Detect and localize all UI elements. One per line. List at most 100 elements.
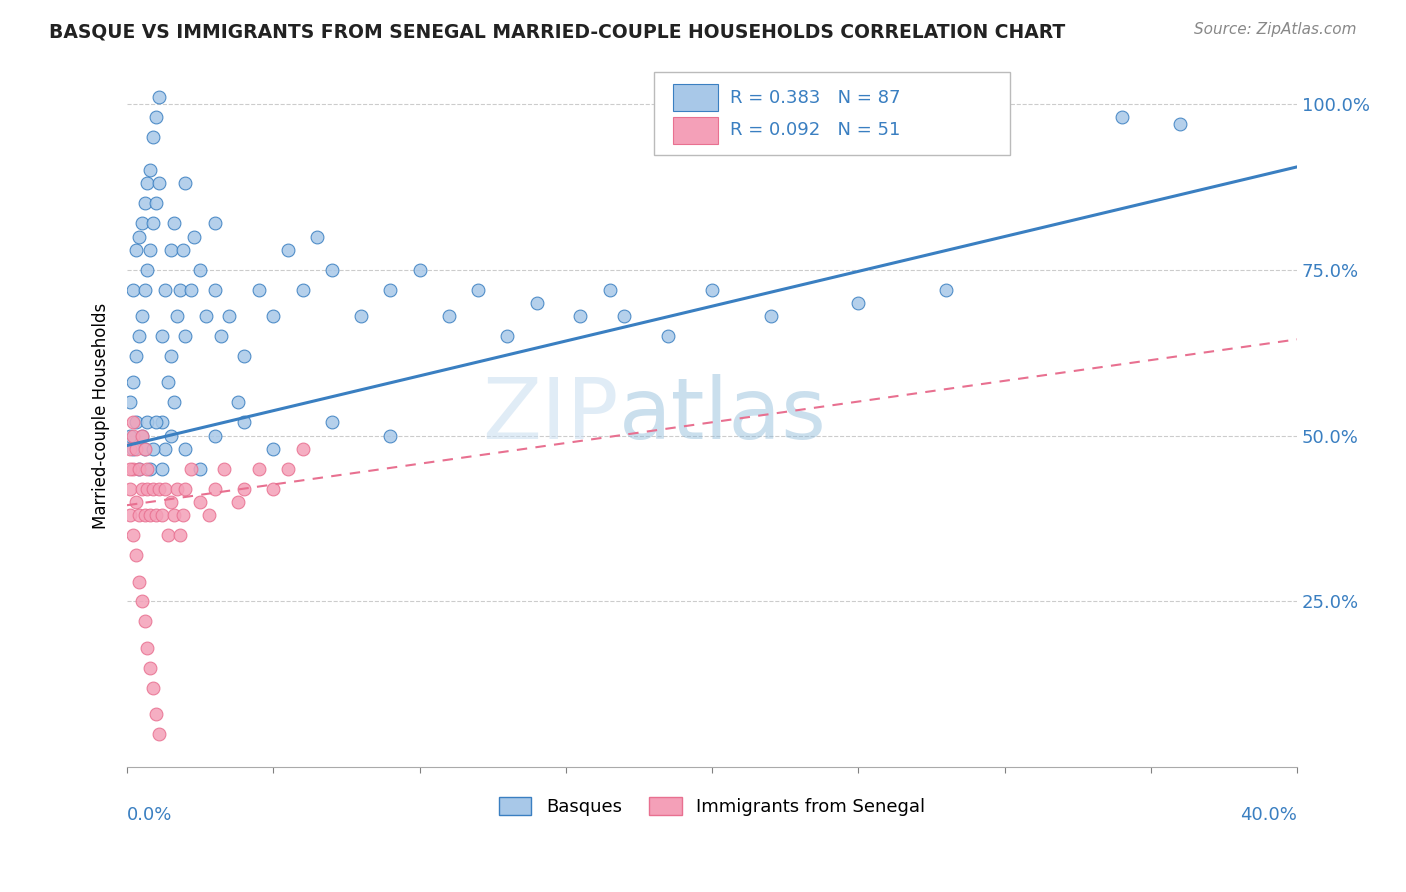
Point [262, 442, 284, 456]
Bar [673, 85, 718, 112]
Point [153, 442, 176, 456]
Point [150, 329, 173, 343]
Point [142, 216, 165, 230]
Point [204, 428, 226, 442]
Point [350, 309, 373, 323]
Point [121, 461, 143, 475]
Point [437, 309, 460, 323]
Point [160, 243, 183, 257]
Point [277, 461, 299, 475]
Point [526, 296, 548, 310]
Text: atlas: atlas [619, 374, 827, 458]
Point [657, 329, 679, 343]
Point [142, 482, 165, 496]
Point [166, 309, 188, 323]
Point [291, 442, 314, 456]
Point [139, 508, 162, 523]
Point [134, 508, 156, 523]
Point [128, 229, 150, 244]
Point [188, 495, 211, 509]
Point [118, 508, 141, 523]
Point [160, 495, 183, 509]
Point [163, 395, 186, 409]
Y-axis label: Married-couple Households: Married-couple Households [93, 302, 110, 529]
Point [198, 508, 221, 523]
Point [262, 309, 284, 323]
FancyBboxPatch shape [654, 72, 1011, 155]
Point [128, 461, 150, 475]
Point [408, 262, 430, 277]
Point [262, 482, 284, 496]
Point [163, 216, 186, 230]
Point [148, 482, 170, 496]
Point [180, 461, 202, 475]
Point [131, 309, 153, 323]
Point [139, 461, 162, 475]
Point [218, 309, 240, 323]
Point [145, 110, 167, 124]
Point [174, 177, 197, 191]
Text: Source: ZipAtlas.com: Source: ZipAtlas.com [1194, 22, 1357, 37]
Point [166, 482, 188, 496]
Point [380, 428, 402, 442]
Point [204, 283, 226, 297]
Point [125, 243, 148, 257]
Text: 0.0%: 0.0% [127, 806, 173, 824]
Point [247, 461, 270, 475]
Point [125, 349, 148, 363]
Point [846, 296, 869, 310]
Point [307, 229, 329, 244]
Point [139, 163, 162, 178]
Point [131, 594, 153, 608]
Point [128, 461, 150, 475]
Point [174, 442, 197, 456]
Point [233, 415, 256, 429]
Point [148, 90, 170, 104]
Point [169, 528, 191, 542]
Point [125, 442, 148, 456]
Text: R = 0.092   N = 51: R = 0.092 N = 51 [730, 121, 900, 139]
Point [139, 661, 162, 675]
Point [128, 508, 150, 523]
Point [226, 495, 249, 509]
Point [121, 528, 143, 542]
Point [142, 442, 165, 456]
Point [134, 442, 156, 456]
Point [145, 415, 167, 429]
Point [136, 461, 159, 475]
Point [194, 309, 217, 323]
Point [204, 216, 226, 230]
Legend: Basques, Immigrants from Senegal: Basques, Immigrants from Senegal [489, 788, 934, 825]
Point [321, 262, 343, 277]
Point [1168, 117, 1191, 131]
Point [496, 329, 519, 343]
Point [139, 243, 162, 257]
Point [118, 442, 141, 456]
Point [156, 528, 179, 542]
Point [180, 283, 202, 297]
Point [148, 727, 170, 741]
Point [121, 283, 143, 297]
Point [172, 508, 194, 523]
Point [150, 415, 173, 429]
Point [204, 482, 226, 496]
Point [153, 283, 176, 297]
Point [759, 309, 782, 323]
Point [935, 283, 957, 297]
Point [212, 461, 235, 475]
Point [128, 574, 150, 589]
Point [136, 415, 159, 429]
Point [125, 495, 148, 509]
Text: BASQUE VS IMMIGRANTS FROM SENEGAL MARRIED-COUPLE HOUSEHOLDS CORRELATION CHART: BASQUE VS IMMIGRANTS FROM SENEGAL MARRIE… [49, 22, 1066, 41]
Point [131, 428, 153, 442]
Point [209, 329, 232, 343]
Point [131, 216, 153, 230]
Point [145, 196, 167, 211]
Point [599, 283, 621, 297]
Point [134, 196, 156, 211]
Point [125, 548, 148, 562]
Point [1111, 110, 1133, 124]
Point [121, 415, 143, 429]
Text: 40.0%: 40.0% [1240, 806, 1298, 824]
Point [247, 283, 270, 297]
